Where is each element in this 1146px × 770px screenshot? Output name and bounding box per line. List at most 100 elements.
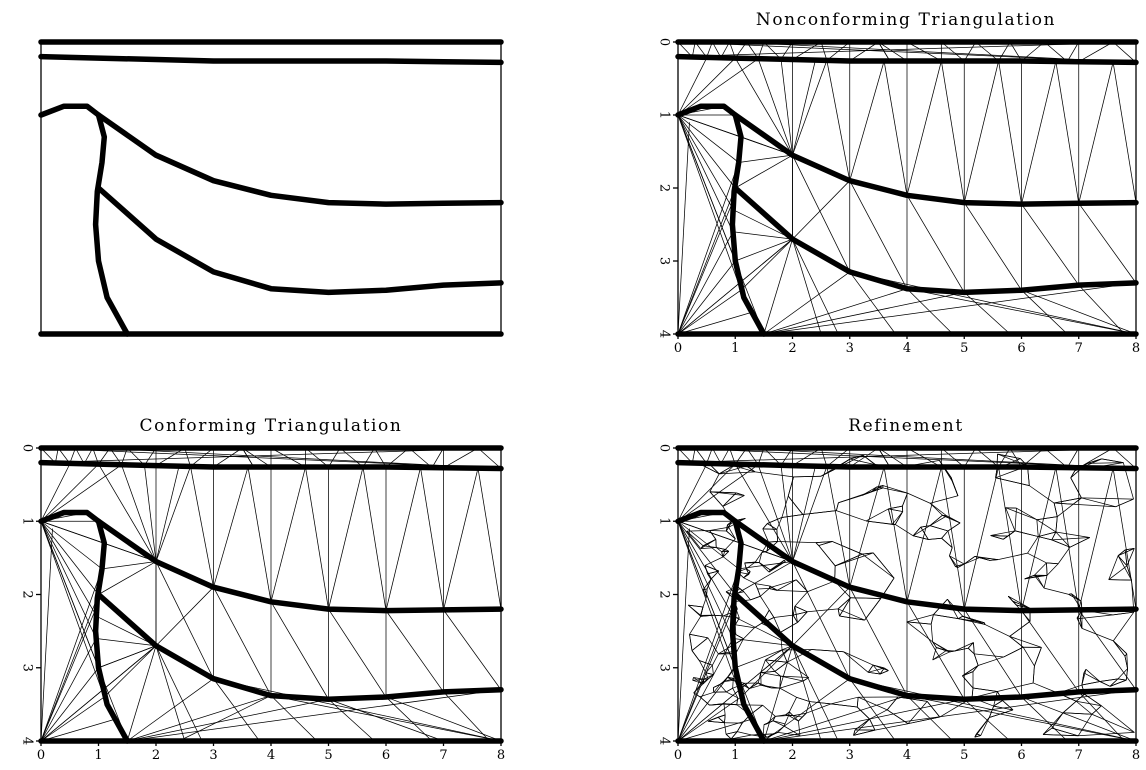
mesh-edge [328,698,375,742]
mesh-edge [730,731,738,740]
mesh-edge [978,656,1004,666]
mesh-edge [868,667,885,673]
mesh-edge [712,653,719,666]
mesh-edge [689,633,708,639]
mesh-edge [942,514,947,517]
mesh-edge [677,718,753,742]
mesh-edge [958,618,985,624]
mesh-edge [726,530,736,540]
mesh-edge [677,162,740,335]
mesh-edge [775,561,786,568]
y-tick-label: 4 [20,737,35,745]
mesh-edge [719,471,756,475]
mesh-edge [763,282,1137,335]
x-tick-label: 4 [903,341,911,356]
mesh-edge [849,586,908,696]
x-tick-label: 8 [1132,748,1140,763]
mesh-edge [677,667,736,742]
mesh-edge [906,695,1137,742]
mesh-edge [871,487,884,492]
mesh-edge [1014,530,1039,537]
mesh-edge [798,716,803,722]
mesh-edge [793,475,822,478]
mesh-edge [777,731,801,736]
mesh-edge [1055,61,1080,204]
mesh-edge [998,466,1022,611]
mesh-edge [818,541,833,546]
mesh-edge [869,718,876,731]
mesh-edge [677,114,736,189]
mesh-edge [40,464,122,522]
mesh-edge [339,447,364,468]
mesh-edge [974,653,1004,658]
mesh-edge [677,231,734,335]
mesh-edge [758,552,763,563]
mesh-edge [1051,727,1079,737]
mesh-edge [754,471,794,478]
mesh-edge [773,614,794,618]
mesh-edge [786,661,809,678]
mesh-edge [941,447,965,468]
mesh-edge [849,447,879,468]
mesh-edge [760,659,766,673]
mesh-edge [949,547,953,556]
mesh-edge [1038,531,1056,537]
mesh-edge [1036,519,1057,533]
mesh-edge [155,447,185,466]
mesh-edge [963,202,1022,291]
mesh-edge [725,524,728,532]
mesh-edge [837,597,851,610]
mesh-edge [725,591,733,598]
horizon-line [675,509,1139,614]
mesh-edge [40,521,97,639]
mesh-edge [722,492,737,507]
mesh-edge [769,585,778,591]
mesh-edge [820,41,828,61]
mesh-edge [793,611,808,616]
mesh-edge [876,485,883,488]
mesh-edge [949,555,965,565]
mesh-edge [1108,555,1119,580]
mesh-edge [213,447,243,468]
mesh-edge [856,706,870,720]
mesh-edge [1117,548,1135,557]
y-tick-label: 3 [20,664,35,672]
mesh-edge [773,617,781,633]
mesh-edge [693,677,702,684]
mesh-edge [932,641,937,648]
mesh-edge [709,530,717,540]
mesh-edge [746,561,756,570]
mesh-edge [995,477,1030,486]
mesh-edge [717,716,725,724]
panel-title: Conforming Triangulation [140,416,403,436]
mesh-edge [707,720,725,724]
mesh-edge [1057,546,1071,564]
mesh-edge [929,515,947,526]
mesh-edge [763,447,782,466]
mesh-edge [1109,678,1119,687]
mesh-edge [886,696,899,711]
mesh-edge [190,466,214,588]
mesh-edge [762,523,768,530]
mesh-edge [779,676,781,689]
mesh-edge [971,687,974,698]
mesh-edge [734,617,740,625]
mesh-edge [722,495,745,507]
x-tick-label: 0 [674,748,682,763]
mesh-edge [704,565,708,574]
mesh-edge [872,664,885,669]
mesh-edge [121,464,157,562]
x-tick-label: 7 [1075,748,1083,763]
mesh-edge [1054,502,1074,505]
mesh-edge [677,187,736,335]
mesh-edge [716,547,726,550]
mesh-edge [762,528,769,543]
mesh-edge [735,624,755,629]
mesh-edge [677,521,734,639]
mesh-edge [772,720,785,727]
mesh-edge [749,684,762,689]
mesh-edge [1062,700,1077,713]
mesh-edge [780,465,793,562]
mesh-edge [709,491,745,496]
